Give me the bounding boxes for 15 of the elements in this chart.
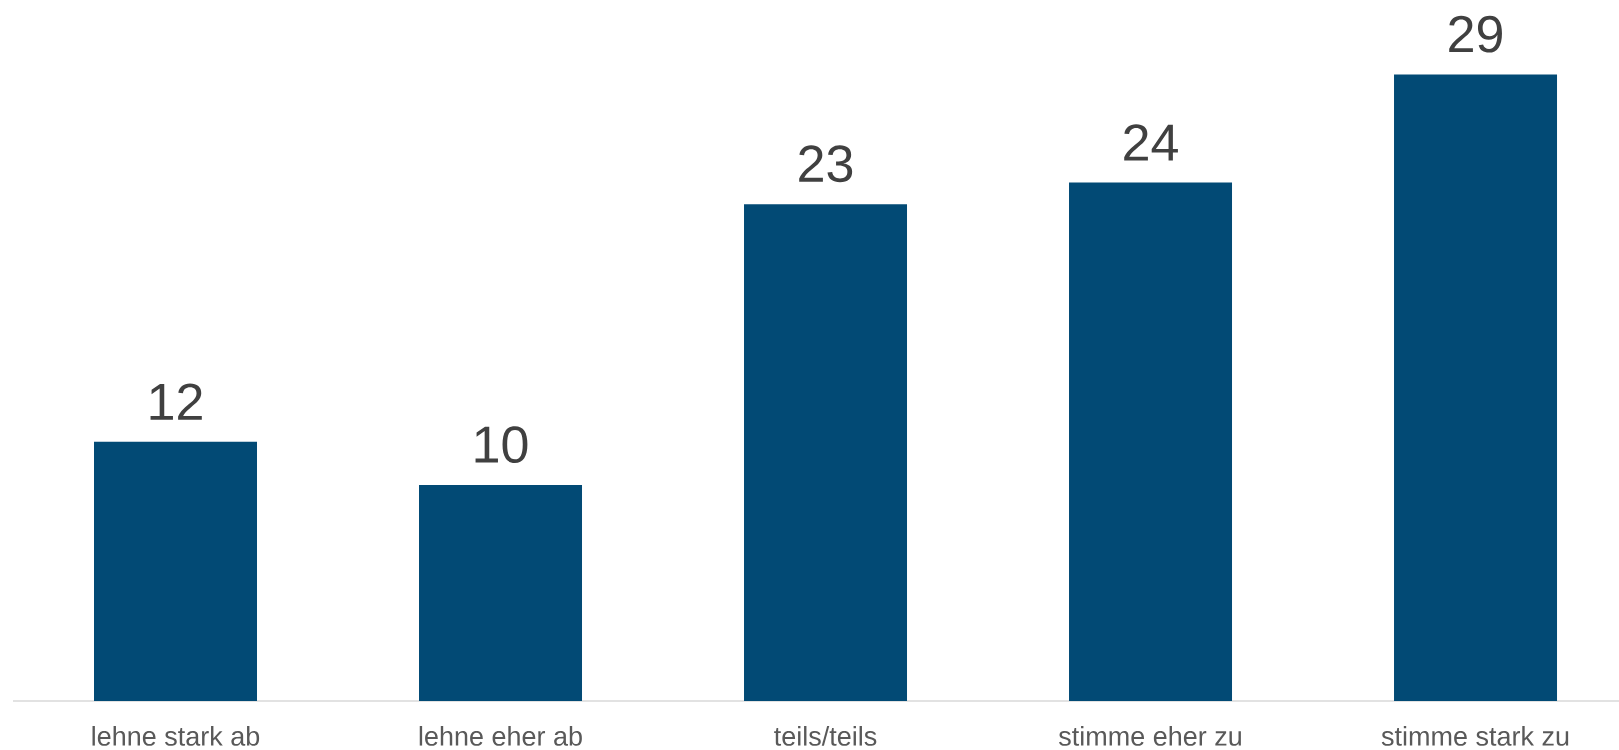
x-tick-label: lehne stark ab	[92, 726, 260, 746]
data-label: 23	[799, 145, 853, 183]
data-label: 10	[475, 426, 528, 463]
bar	[1394, 74, 1558, 701]
data-label: 29	[1449, 15, 1502, 53]
x-tick-label: lehne eher ab	[419, 726, 582, 746]
data-label: 24	[1124, 124, 1178, 161]
bar	[419, 485, 583, 701]
x-tick-label: stimme eher zu	[1058, 726, 1241, 746]
data-label: 12	[150, 383, 202, 420]
bar	[744, 204, 908, 701]
x-tick-label: stimme stark zu	[1381, 726, 1569, 746]
bar	[1069, 182, 1233, 701]
x-tick-label: teils/teils	[774, 726, 877, 746]
bar	[94, 441, 257, 701]
